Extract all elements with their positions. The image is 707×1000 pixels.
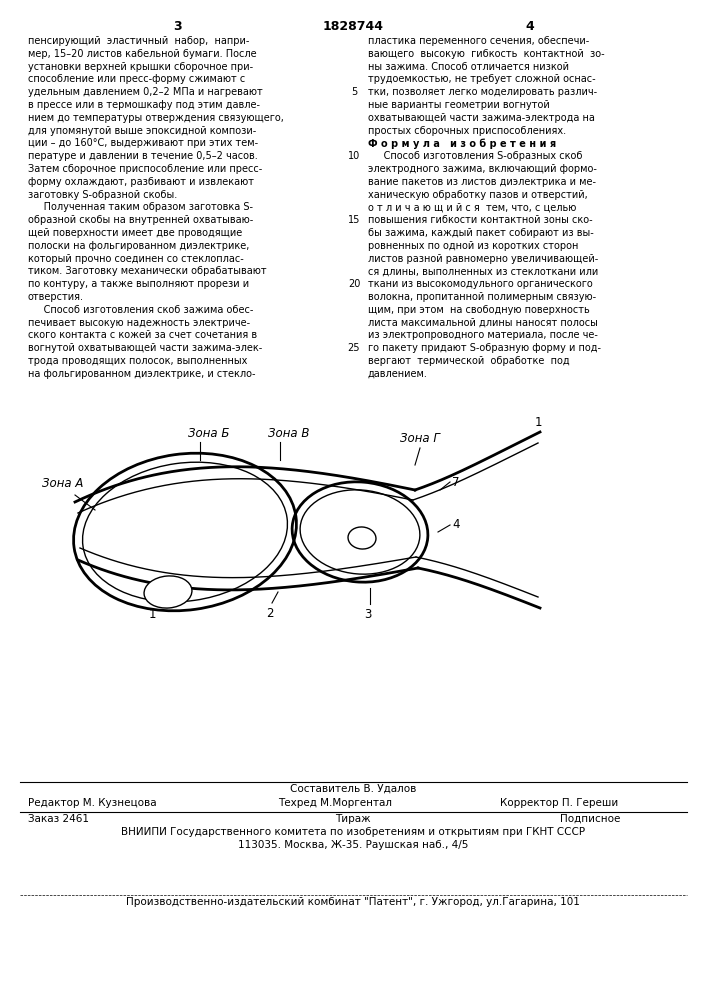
Text: ны зажима. Способ отличается низкой: ны зажима. Способ отличается низкой — [368, 62, 569, 72]
Text: бы зажима, каждый пакет собирают из вы-: бы зажима, каждый пакет собирают из вы- — [368, 228, 594, 238]
Text: Производственно-издательский комбинат "Патент", г. Ужгород, ул.Гагарина, 101: Производственно-издательский комбинат "П… — [126, 897, 580, 907]
Text: простых сборочных приспособлениях.: простых сборочных приспособлениях. — [368, 126, 566, 136]
Text: трудоемкостью, не требует сложной оснас-: трудоемкостью, не требует сложной оснас- — [368, 74, 595, 84]
Text: Подписное: Подписное — [560, 814, 620, 824]
Text: ции – до 160°С, выдерживают при этих тем-: ции – до 160°С, выдерживают при этих тем… — [28, 138, 258, 148]
Text: ровненных по одной из коротких сторон: ровненных по одной из коротких сторон — [368, 241, 578, 251]
Text: тиком. Заготовку механически обрабатывают: тиком. Заготовку механически обрабатываю… — [28, 266, 267, 276]
Text: по контуру, а также выполняют прорези и: по контуру, а также выполняют прорези и — [28, 279, 249, 289]
Text: 4: 4 — [525, 20, 534, 33]
Text: листа максимальной длины наносят полосы: листа максимальной длины наносят полосы — [368, 318, 598, 328]
Text: вергают  термической  обработке  под: вергают термической обработке под — [368, 356, 570, 366]
Text: охватывающей части зажима-электрода на: охватывающей части зажима-электрода на — [368, 113, 595, 123]
Text: 1828744: 1828744 — [322, 20, 383, 33]
Text: ского контакта с кожей за счет сочетания в: ского контакта с кожей за счет сочетания… — [28, 330, 257, 340]
Text: 7: 7 — [452, 476, 460, 488]
Text: листов разной равномерно увеличивающей-: листов разной равномерно увеличивающей- — [368, 254, 598, 264]
Text: Редактор М. Кузнецова: Редактор М. Кузнецова — [28, 798, 157, 808]
Text: из электропроводного материала, после че-: из электропроводного материала, после че… — [368, 330, 598, 340]
Text: способление или пресс-форму сжимают с: способление или пресс-форму сжимают с — [28, 74, 245, 84]
Text: Техред М.Моргентал: Техред М.Моргентал — [278, 798, 392, 808]
Text: Корректор П. Гереши: Корректор П. Гереши — [500, 798, 618, 808]
Text: го пакету придают S-образную форму и под-: го пакету придают S-образную форму и под… — [368, 343, 601, 353]
Text: Способ изготовления скоб зажима обес-: Способ изготовления скоб зажима обес- — [28, 305, 253, 315]
Text: 2: 2 — [267, 607, 274, 620]
Text: форму охлаждают, разбивают и извлекают: форму охлаждают, разбивают и извлекают — [28, 177, 254, 187]
Text: 5: 5 — [351, 87, 357, 97]
Text: 3: 3 — [173, 20, 181, 33]
Text: тки, позволяет легко моделировать различ-: тки, позволяет легко моделировать различ… — [368, 87, 597, 97]
Text: образной скобы на внутренней охватываю-: образной скобы на внутренней охватываю- — [28, 215, 253, 225]
Text: 3: 3 — [364, 608, 372, 621]
Text: Затем сборочное приспособление или пресс-: Затем сборочное приспособление или пресс… — [28, 164, 262, 174]
Text: Заказ 2461: Заказ 2461 — [28, 814, 89, 824]
Text: на фольгированном диэлектрике, и стекло-: на фольгированном диэлектрике, и стекло- — [28, 369, 255, 379]
Text: 20: 20 — [348, 279, 360, 289]
Text: нием до температуры отверждения связующего,: нием до температуры отверждения связующе… — [28, 113, 284, 123]
Text: установки верхней крышки сборочное при-: установки верхней крышки сборочное при- — [28, 62, 253, 72]
Text: пературе и давлении в течение 0,5–2 часов.: пературе и давлении в течение 0,5–2 часо… — [28, 151, 258, 161]
Text: 1: 1 — [148, 608, 156, 621]
Text: для упомянутой выше эпоксидной компози-: для упомянутой выше эпоксидной компози- — [28, 126, 256, 136]
Text: Зона В: Зона В — [268, 427, 310, 440]
Text: 15: 15 — [348, 215, 360, 225]
Text: ткани из высокомодульного органического: ткани из высокомодульного органического — [368, 279, 592, 289]
Text: 25: 25 — [348, 343, 361, 353]
Text: повышения гибкости контактной зоны ско-: повышения гибкости контактной зоны ско- — [368, 215, 592, 225]
Text: 4: 4 — [452, 518, 460, 532]
Text: пенсирующий  эластичный  набор,  напри-: пенсирующий эластичный набор, напри- — [28, 36, 250, 46]
Text: 1: 1 — [535, 416, 542, 428]
Text: Составитель В. Удалов: Составитель В. Удалов — [290, 784, 416, 794]
Text: ные варианты геометрии вогнутой: ные варианты геометрии вогнутой — [368, 100, 550, 110]
Text: ВНИИПИ Государственного комитета по изобретениям и открытиям при ГКНТ СССР: ВНИИПИ Государственного комитета по изоб… — [121, 827, 585, 837]
Text: удельным давлением 0,2–2 МПа и нагревают: удельным давлением 0,2–2 МПа и нагревают — [28, 87, 263, 97]
Text: волокна, пропитанной полимерным связую-: волокна, пропитанной полимерным связую- — [368, 292, 596, 302]
Text: печивает высокую надежность электриче-: печивает высокую надежность электриче- — [28, 318, 250, 328]
Text: который прочно соединен со стеклоплас-: который прочно соединен со стеклоплас- — [28, 254, 244, 264]
Text: Зона Б: Зона Б — [188, 427, 229, 440]
Text: 10: 10 — [348, 151, 360, 161]
Text: вающего  высокую  гибкость  контактной  зо-: вающего высокую гибкость контактной зо- — [368, 49, 604, 59]
Text: давлением.: давлением. — [368, 369, 428, 379]
Text: ся длины, выполненных из стеклоткани или: ся длины, выполненных из стеклоткани или — [368, 266, 598, 276]
Text: вание пакетов из листов диэлектрика и ме-: вание пакетов из листов диэлектрика и ме… — [368, 177, 596, 187]
Text: вогнутой охватывающей части зажима-элек-: вогнутой охватывающей части зажима-элек- — [28, 343, 262, 353]
Text: мер, 15–20 листов кабельной бумаги. После: мер, 15–20 листов кабельной бумаги. Посл… — [28, 49, 257, 59]
Text: ханическую обработку пазов и отверстий,: ханическую обработку пазов и отверстий, — [368, 190, 588, 200]
Ellipse shape — [144, 576, 192, 608]
Text: отверстия.: отверстия. — [28, 292, 84, 302]
Text: Зона А: Зона А — [42, 477, 83, 490]
Text: щим, при этом  на свободную поверхность: щим, при этом на свободную поверхность — [368, 305, 590, 315]
Text: пластика переменного сечения, обеспечи-: пластика переменного сечения, обеспечи- — [368, 36, 589, 46]
Text: о т л и ч а ю щ и й с я  тем, что, с целью: о т л и ч а ю щ и й с я тем, что, с цель… — [368, 202, 576, 212]
Text: полоски на фольгированном диэлектрике,: полоски на фольгированном диэлектрике, — [28, 241, 250, 251]
Text: Ф о р м у л а   и з о б р е т е н и я: Ф о р м у л а и з о б р е т е н и я — [368, 138, 556, 149]
Text: заготовку S-образной скобы.: заготовку S-образной скобы. — [28, 190, 177, 200]
Ellipse shape — [348, 527, 376, 549]
Text: электродного зажима, включающий формо-: электродного зажима, включающий формо- — [368, 164, 597, 174]
Text: Способ изготовления S-образных скоб: Способ изготовления S-образных скоб — [368, 151, 583, 161]
Text: в прессе или в термошкафу под этим давле-: в прессе или в термошкафу под этим давле… — [28, 100, 260, 110]
Text: трода проводящих полосок, выполненных: трода проводящих полосок, выполненных — [28, 356, 247, 366]
Text: Тираж: Тираж — [335, 814, 370, 824]
Text: Полученная таким образом заготовка S-: Полученная таким образом заготовка S- — [28, 202, 253, 212]
Text: Зона Г: Зона Г — [400, 432, 440, 445]
Text: щей поверхности имеет две проводящие: щей поверхности имеет две проводящие — [28, 228, 243, 238]
Text: 113035. Москва, Ж-35. Раушская наб., 4/5: 113035. Москва, Ж-35. Раушская наб., 4/5 — [238, 840, 468, 850]
